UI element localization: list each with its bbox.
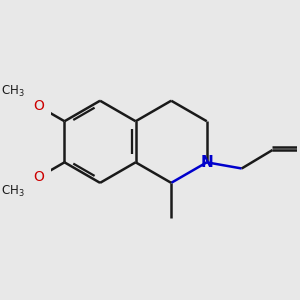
Text: N: N (200, 155, 213, 170)
Text: CH$_3$: CH$_3$ (1, 84, 24, 99)
Text: O: O (34, 100, 44, 113)
Text: O: O (34, 170, 44, 184)
Text: CH$_3$: CH$_3$ (1, 184, 24, 200)
